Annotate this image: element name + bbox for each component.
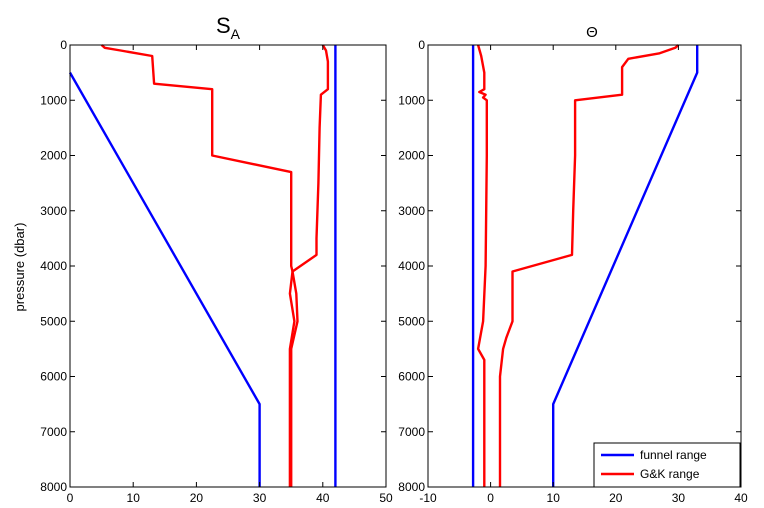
y-tick-label-4000: 4000	[40, 259, 67, 273]
x-tick-label-50: 50	[379, 491, 393, 505]
y-tick-label-5000: 5000	[40, 314, 67, 328]
series-layer	[68, 44, 337, 487]
y-tick-label-8000: 8000	[398, 480, 425, 494]
y-tick-label-5000: 5000	[398, 314, 425, 328]
y-tick-label-7000: 7000	[398, 425, 425, 439]
panel-title-sa: SA	[216, 13, 241, 42]
x-tick-label-0: 0	[67, 491, 74, 505]
legend: funnel range G&K range	[593, 442, 741, 488]
x-tick-label-30: 30	[672, 491, 686, 505]
y-tick-label-0: 0	[418, 38, 425, 52]
legend-label-gk-range: G&K range	[640, 467, 700, 481]
x-tick-label-0: 0	[487, 491, 494, 505]
x-tick-label-20: 20	[190, 491, 204, 505]
ticks-layer: -10 0 10 20 30 40 0 1000 2000 3000 4000 5000 6000 700…	[398, 38, 748, 505]
series-line-2-4	[476, 44, 488, 487]
panel-title-main: S	[216, 13, 231, 38]
y-tick-label-4000: 4000	[398, 259, 425, 273]
y-tick-label-0: 0	[60, 38, 67, 52]
y-axis-label: pressure (dbar)	[12, 223, 27, 312]
panel-title-theta: Θ	[586, 24, 598, 41]
y-tick-label-1000: 1000	[40, 93, 67, 107]
x-tick-label-40: 40	[316, 491, 330, 505]
series-line-1-4	[288, 44, 330, 487]
ticks-layer: 0 10 20 30 40 50 0 1000 2000 3000 4000 5000 6000 7000…	[40, 38, 393, 505]
y-tick-label-7000: 7000	[40, 425, 67, 439]
series-line-1-3	[100, 44, 299, 487]
x-tick-label-10: 10	[547, 491, 561, 505]
x-tick-label-20: 20	[609, 491, 623, 505]
y-tick-label-2000: 2000	[398, 149, 425, 163]
panel-absolute-salinity: SA pressure (dbar) 0 10 20 30 40 50 0 1000 2000 3…	[12, 13, 393, 505]
series-line-2-3	[498, 44, 680, 487]
series-line-1-1	[68, 72, 261, 487]
panel-title-subscript: A	[231, 26, 241, 42]
legend-label-funnel-range: funnel range	[640, 448, 707, 462]
y-tick-label-6000: 6000	[40, 370, 67, 384]
series-line-2-1	[552, 45, 699, 487]
y-tick-label-8000: 8000	[40, 480, 67, 494]
x-tick-label-10: 10	[127, 491, 141, 505]
y-tick-label-6000: 6000	[398, 370, 425, 384]
series-layer	[471, 44, 699, 487]
y-tick-label-1000: 1000	[398, 93, 425, 107]
y-tick-label-3000: 3000	[398, 204, 425, 218]
x-tick-label-30: 30	[253, 491, 267, 505]
y-tick-label-3000: 3000	[40, 204, 67, 218]
y-tick-label-2000: 2000	[40, 149, 67, 163]
panel-conservative-temperature: Θ -10 0 10 20 30 40 0 1000 2000 3000 4000 5000 6000 7…	[398, 24, 748, 505]
legend-box	[593, 442, 741, 488]
x-tick-label-minus-10: -10	[419, 491, 437, 505]
x-tick-label-40: 40	[734, 491, 748, 505]
